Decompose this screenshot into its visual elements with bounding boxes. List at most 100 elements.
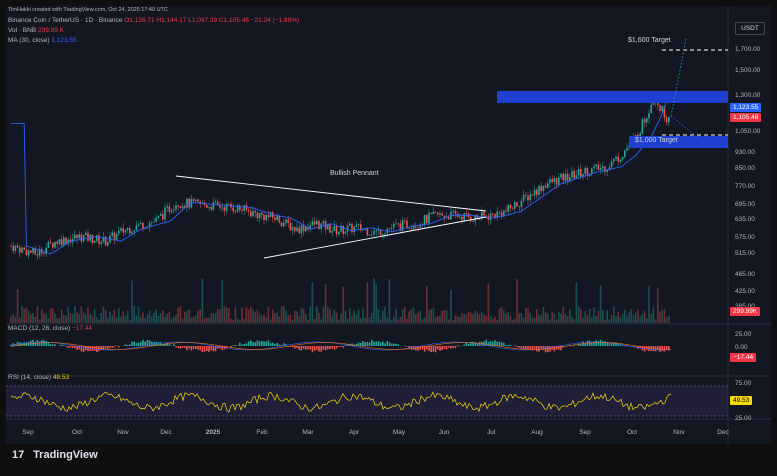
footer-brand[interactable]: 17 TradingView [12, 449, 98, 461]
volume-bar [329, 309, 331, 323]
macd-bar [423, 346, 426, 352]
time-tick-label: Mar [302, 429, 314, 436]
candle [661, 105, 663, 112]
candle [529, 194, 531, 201]
candle [256, 212, 259, 219]
macd-bar [606, 342, 608, 346]
candle [575, 175, 578, 179]
macd-bar [421, 346, 424, 350]
macd-bar [267, 340, 270, 346]
candle [562, 173, 564, 181]
macd-bar [525, 346, 527, 350]
volume-bar [646, 318, 648, 323]
volume-bar [485, 316, 487, 323]
volume-bar [115, 318, 118, 323]
price-tick-label: 425.00 [735, 288, 755, 295]
volume-bar [166, 314, 168, 323]
volume-bar [353, 310, 355, 323]
candle [333, 225, 336, 231]
macd-bar [186, 346, 188, 351]
candle [351, 223, 353, 233]
volume-bar [140, 316, 142, 323]
volume-bar [496, 319, 498, 323]
volume-bar [23, 309, 25, 323]
candle [157, 215, 160, 218]
macd-bar [663, 346, 666, 352]
volume-bar [333, 309, 336, 323]
macd-bar [549, 346, 551, 352]
macd-bar [45, 341, 47, 346]
price-tick-label: 770.00 [735, 183, 755, 190]
volume-bar [170, 318, 173, 323]
macd-bar [10, 344, 12, 346]
volume-bar [373, 278, 375, 323]
macd-bar [269, 343, 272, 346]
macd-bar [542, 346, 545, 351]
candle [375, 230, 377, 232]
symbol-title[interactable]: Binance Coin / TetherUS · 1D · Binance [8, 17, 123, 24]
volume-bar [14, 316, 17, 323]
volume-bar [665, 316, 668, 323]
volume-bar [113, 309, 116, 323]
macd-bar [536, 346, 538, 352]
macd-bar [177, 346, 179, 349]
volume-bar [311, 282, 314, 323]
candle [243, 205, 245, 211]
volume-bar [527, 307, 529, 323]
candle [38, 249, 41, 256]
candle [173, 209, 175, 211]
macd-bar [443, 346, 446, 349]
candle [571, 170, 573, 178]
macd-bar [236, 345, 239, 346]
candle [390, 227, 393, 229]
volume-bar [331, 316, 333, 323]
volume-bar [654, 319, 657, 323]
macd-bar [368, 342, 371, 346]
macd-bar [54, 344, 56, 346]
currency-button[interactable]: USDT [735, 22, 765, 35]
volume-bar [261, 315, 263, 323]
candle [610, 161, 613, 168]
candle [250, 211, 252, 217]
candle [217, 201, 219, 205]
macd-bar [661, 346, 663, 352]
candle [49, 241, 52, 243]
volume-bar [357, 309, 360, 323]
volume-bar [628, 312, 630, 323]
candle [272, 212, 274, 218]
candle [126, 228, 129, 230]
candle [443, 215, 446, 218]
macd-bar [71, 346, 74, 349]
macd-bar [146, 340, 149, 346]
candle [318, 221, 320, 230]
candle [335, 225, 338, 235]
macd-bar [388, 342, 391, 346]
macd-bar [474, 342, 476, 346]
volume-bar [186, 310, 188, 323]
volume-bar [302, 308, 305, 323]
candle [234, 211, 237, 212]
volume-bar [474, 310, 476, 323]
volume-bar [206, 317, 208, 323]
candle [269, 212, 272, 218]
candle [489, 213, 492, 220]
volume-bar [188, 309, 190, 323]
time-tick-label: Feb [256, 429, 268, 436]
volume-bar [604, 319, 606, 323]
candle [120, 228, 122, 231]
volume-bar [410, 309, 413, 323]
macd-bar [648, 346, 650, 352]
volume-bar [608, 319, 611, 323]
macd-bar [192, 346, 195, 349]
volume-bar [434, 316, 437, 323]
time-tick-label: Sep [22, 429, 34, 436]
volume-bar [324, 284, 327, 323]
candle [580, 168, 582, 177]
volume-bar [597, 310, 600, 323]
price-chart[interactable]: 1,700.00 1,500.00 1,300.00 1,050.00 930.00 85… [6, 6, 771, 444]
candle [91, 234, 94, 244]
volume-bar [43, 313, 45, 323]
candle [668, 116, 670, 123]
macd-tick-label: 0.00 [735, 344, 748, 351]
volume-bar [245, 307, 248, 323]
